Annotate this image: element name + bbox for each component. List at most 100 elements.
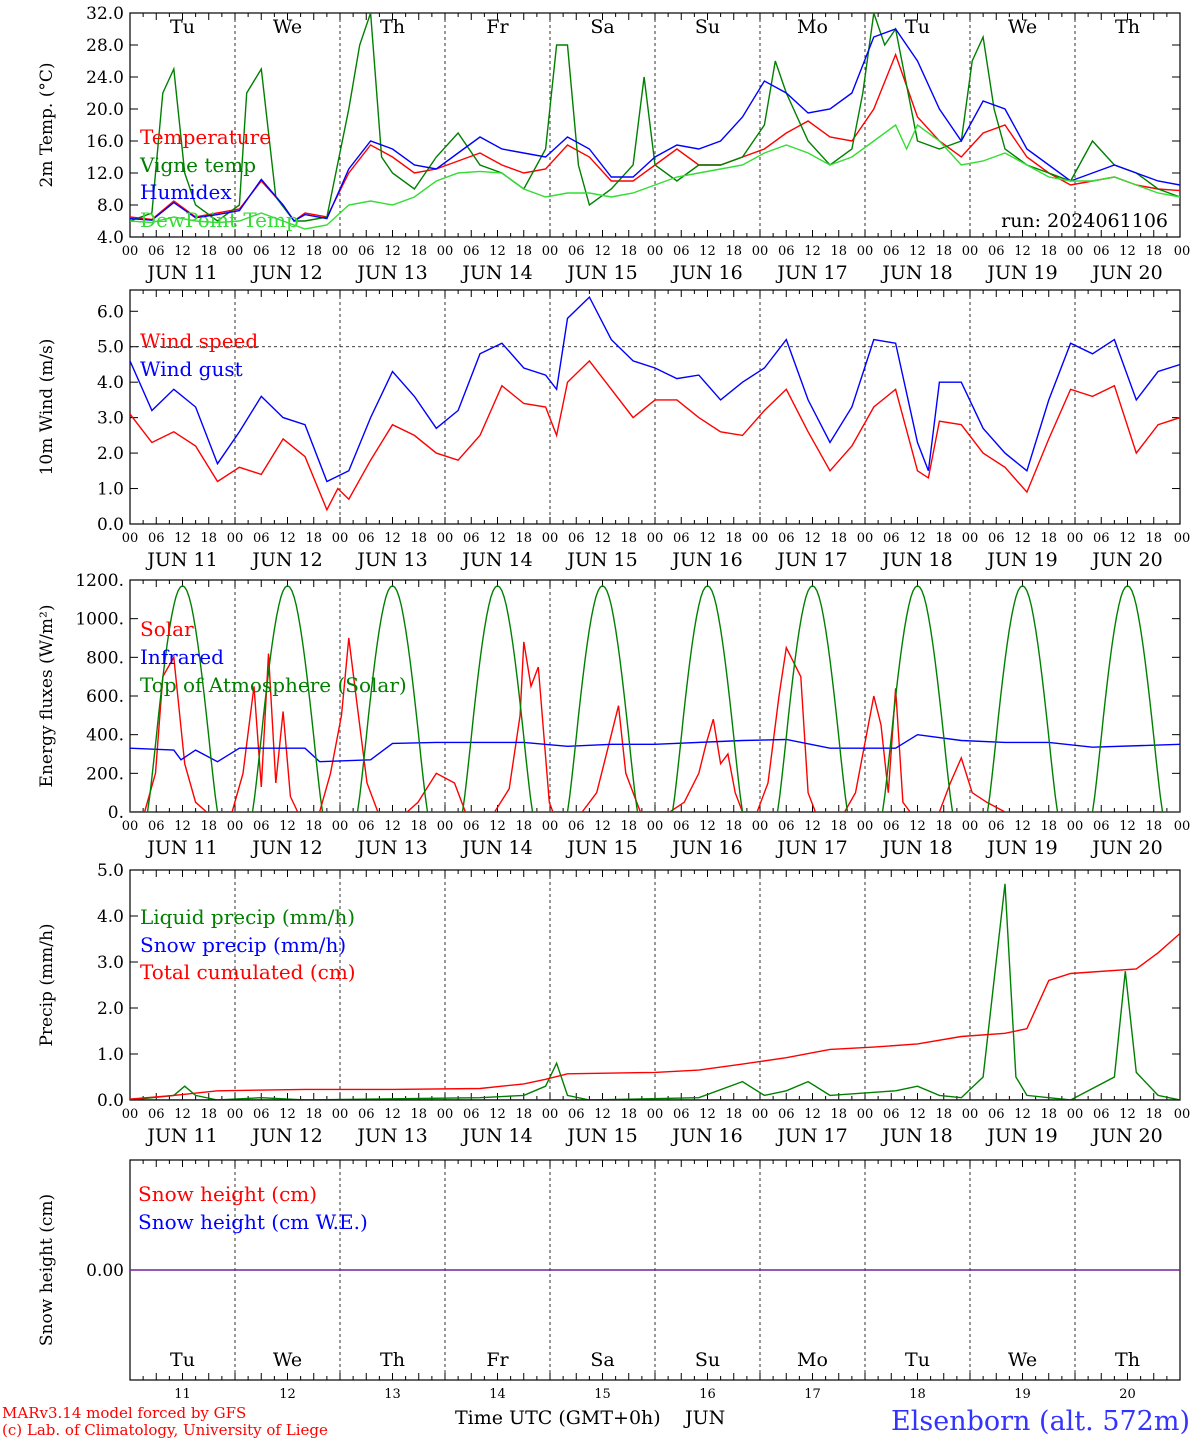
date-label: JUN 15	[565, 262, 637, 284]
date-label: JUN 18	[880, 262, 952, 284]
hour-label: 00	[542, 819, 559, 834]
weekday-label: Tu	[170, 1349, 195, 1371]
hour-label: 06	[673, 531, 690, 546]
hour-label: 06	[253, 531, 270, 546]
panel-1: 0.0 1.0 2.0 3.0 4.0 5.0 6.0 10m Wind (m/s) 00 06 1…	[37, 289, 1190, 571]
legend-toa: Top of Atmosphere (Solar)	[140, 673, 407, 697]
hour-label: 00	[1067, 1107, 1084, 1122]
hour-label: 12	[384, 531, 401, 546]
hour-label: 06	[148, 819, 165, 834]
y-tick-label: 5.0	[97, 338, 124, 358]
y-axis-label: Energy fluxes (W/m²)	[37, 605, 57, 788]
hour-label: 00	[227, 819, 244, 834]
hour-label: 18	[620, 244, 637, 259]
hour-label: 18	[200, 244, 217, 259]
hour-label: 18	[830, 819, 847, 834]
series-humidex	[130, 28, 1180, 222]
hour-label: 12	[279, 531, 296, 546]
date-label: JUN 14	[460, 837, 532, 859]
weekday-label: Fr	[486, 1349, 509, 1371]
weekday-label: Tu	[905, 16, 930, 38]
hour-label: 18	[830, 1107, 847, 1122]
weekday-label: We	[273, 16, 302, 38]
y-tick-label: 28.0	[86, 36, 124, 56]
date-label: JUN 19	[985, 262, 1057, 284]
hour-label: 00	[437, 819, 454, 834]
day-number: 14	[489, 1387, 506, 1402]
hour-label: 12	[909, 531, 926, 546]
hour-label: 00	[1174, 819, 1191, 834]
hour-label: 12	[804, 531, 821, 546]
hour-label: 18	[830, 244, 847, 259]
hour-label: 00	[752, 244, 769, 259]
legend-total-cumulated: Total cumulated (cm)	[140, 960, 356, 984]
hour-label: 12	[174, 1107, 191, 1122]
hour-label: 12	[909, 1107, 926, 1122]
hour-label: 18	[200, 1107, 217, 1122]
hour-label: 12	[1119, 244, 1136, 259]
hour-label: 00	[227, 531, 244, 546]
hour-label: 18	[410, 244, 427, 259]
legend-wind-gust: Wind gust	[140, 357, 243, 381]
model-credit: MARv3.14 model forced by GFS	[2, 1404, 246, 1422]
hour-label: 18	[1145, 1107, 1162, 1122]
weekday-label: Th	[380, 1349, 405, 1371]
hour-label: 18	[305, 1107, 322, 1122]
hour-label: 06	[148, 1107, 165, 1122]
run-annotation: run: 2024061106	[1001, 210, 1168, 232]
weekday-label: Th	[380, 16, 405, 38]
series-solar	[130, 637, 1020, 812]
series-top-of-atmosphere-solar	[130, 584, 1180, 812]
date-label: JUN 18	[880, 1125, 952, 1147]
hour-label: 06	[988, 244, 1005, 259]
legends: Temperature Vigne temp Humidex DewPoint …	[138, 125, 1168, 1234]
date-label: JUN 20	[1090, 1125, 1162, 1147]
hour-label: 18	[935, 1107, 952, 1122]
hour-label: 18	[1145, 531, 1162, 546]
hour-label: 18	[620, 531, 637, 546]
y-tick-label: 20.0	[86, 100, 124, 120]
hour-label: 18	[515, 244, 532, 259]
y-tick-label: 0.00	[86, 1261, 124, 1281]
hour-label: 12	[594, 531, 611, 546]
date-label: JUN 20	[1090, 262, 1162, 284]
legend-solar: Solar	[140, 617, 194, 641]
legend-infrared: Infrared	[140, 645, 224, 669]
y-tick-label: 0.0	[97, 515, 124, 535]
y-tick-label: 4.0	[97, 373, 124, 393]
hour-label: 00	[857, 819, 874, 834]
hour-label: 00	[437, 531, 454, 546]
hour-label: 00	[122, 531, 139, 546]
panel-2: 0. 200. 400. 600. 800. 1000. 1200. Energy fluxe…	[37, 571, 1190, 859]
hour-label: 12	[699, 244, 716, 259]
hour-label: 12	[699, 1107, 716, 1122]
hour-label: 06	[1093, 531, 1110, 546]
date-label: JUN 11	[145, 262, 217, 284]
hour-label: 18	[515, 531, 532, 546]
date-label: JUN 16	[670, 549, 742, 571]
hour-label: 00	[647, 244, 664, 259]
series-total-cumulated-cm	[130, 932, 1180, 1100]
y-tick-label: 1.0	[97, 480, 124, 500]
hour-label: 12	[1119, 1107, 1136, 1122]
date-label: JUN 13	[355, 837, 427, 859]
date-label: JUN 12	[250, 549, 322, 571]
date-label: JUN 19	[985, 1125, 1057, 1147]
y-tick-label: 3.0	[97, 953, 124, 973]
hour-label: 18	[935, 531, 952, 546]
hour-label: 12	[174, 244, 191, 259]
hour-label: 00	[542, 1107, 559, 1122]
hour-label: 06	[568, 244, 585, 259]
hour-label: 00	[962, 244, 979, 259]
hour-label: 00	[227, 1107, 244, 1122]
hour-label: 18	[410, 1107, 427, 1122]
hour-label: 06	[148, 531, 165, 546]
hour-label: 06	[988, 1107, 1005, 1122]
hour-label: 06	[358, 531, 375, 546]
legend-wind-speed: Wind speed	[140, 329, 258, 353]
date-label: JUN 17	[775, 549, 847, 571]
hour-label: 18	[725, 819, 742, 834]
hour-label: 18	[515, 819, 532, 834]
hour-label: 06	[568, 531, 585, 546]
hour-label: 00	[752, 1107, 769, 1122]
